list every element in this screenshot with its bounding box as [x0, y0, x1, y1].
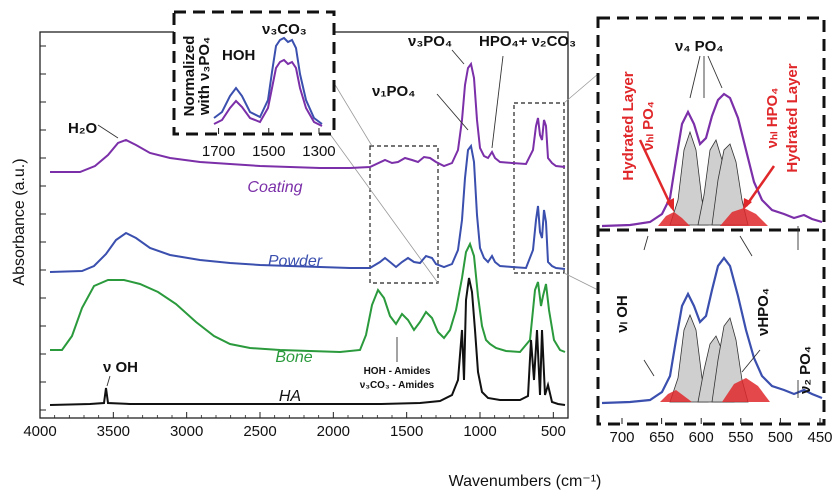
annotation-co3-amides: ν₃CO₃ - Amides [360, 380, 435, 391]
hydrated-layer-hpo4-band: νₕₗ HPO₄ [764, 88, 781, 149]
annotation-v2po4: ν₂ PO₄ [797, 346, 814, 394]
annotation-arrow [741, 349, 761, 373]
red-arrowhead [743, 198, 752, 210]
inset-x-tick-label: 1300 [302, 143, 335, 160]
inset-panel: Normalized with ν₃PO₄ HOH ν₃CO₃ 1700 1500… [172, 10, 336, 160]
main-y-axis-label: Absorbance (a.u.) [11, 158, 28, 285]
red-arrowhead [666, 198, 674, 212]
annotation-hpo4-v2co3: HPO₄+ ν₂CO₃ [479, 33, 576, 50]
right-x-ticks: 700 650 600 550 500 450 [609, 418, 833, 446]
annotation-arrow [97, 124, 119, 139]
series-label-bone: Bone [275, 349, 312, 366]
x-axis-label: Wavenumbers (cm⁻¹) [449, 473, 602, 490]
inset-ylabel-line2: with ν₃PO₄ [196, 37, 213, 116]
bottom-powder-curve [601, 256, 823, 405]
series-label-ha: HA [279, 388, 301, 405]
red-arrow [638, 139, 674, 209]
annotation-v3po4: ν₃PO₄ [408, 33, 452, 50]
inset-x-tick-label: 1700 [202, 143, 235, 160]
main-x-tick-label: 1500 [390, 423, 423, 440]
hydrated-layer-hpo4-title: Hydrated Layer [784, 63, 801, 172]
main-panel: 4000 3500 3000 2500 2000 1500 1000 500 Coating … [11, 19, 602, 490]
main-x-tick-label: 2500 [243, 423, 276, 440]
zoom-guide-line [329, 133, 439, 284]
powder-spectrum [49, 143, 566, 273]
red-arrow [744, 165, 776, 207]
bottom-red-peak [722, 378, 770, 402]
annotation-v-oh: ν OH [103, 359, 138, 376]
right-x-tick-label: 450 [807, 429, 832, 446]
bottom-red-peak [660, 390, 692, 402]
top-red-peak [720, 208, 768, 226]
inset-coating-curve [213, 58, 323, 127]
series-label-coating: Coating [247, 179, 302, 196]
main-y-ticks [40, 45, 46, 411]
inset-x-ticks: 1700 1500 1300 [202, 128, 336, 160]
inset-annotation-v3co3: ν₃CO₃ [262, 21, 307, 38]
inset-annotation-hoh: HOH [222, 47, 255, 64]
annotation-hoh-amides: HOH - Amides [364, 366, 431, 377]
annotation-arrow [491, 55, 504, 149]
inset-x-tick-label: 1500 [252, 143, 285, 160]
inset-ylabel-line1: Normalized [181, 36, 198, 117]
right-panel: ν₄ PO₄ Hydrated Layer νₕₗ PO₄ νₕₗ HPO₄ H… [596, 16, 833, 446]
main-x-tick-label: 3000 [170, 423, 203, 440]
hydrated-layer-po4-title: Hydrated Layer [620, 71, 637, 180]
top-coating-curve [601, 92, 823, 228]
right-x-tick-label: 650 [649, 429, 674, 446]
annotation-arrow [106, 375, 111, 387]
coating-spectrum [50, 61, 566, 173]
annotation-arrow [436, 93, 469, 131]
annotation-arrow [451, 49, 465, 65]
top-red-peak [658, 212, 690, 226]
annotation-v1po4: ν₁PO₄ [372, 83, 415, 100]
annotation-vl-oh: νₗ OH [614, 295, 631, 333]
series-label-powder: Powder [268, 253, 323, 270]
annotation-arrow [689, 55, 701, 99]
annotation-v4po4: ν₄ PO₄ [675, 38, 723, 55]
hydrated-layer-po4-band: νₕₗ PO₄ [640, 101, 657, 151]
main-x-tick-label: 4000 [23, 423, 56, 440]
annotation-vhpo4: νHPO₄ [755, 288, 772, 336]
amide-region-box [369, 145, 439, 284]
annotation-h2o: H₂O [68, 120, 97, 137]
annotation-arrow [707, 55, 723, 89]
main-x-ticks: 4000 3500 3000 2500 2000 1500 1000 500 [23, 412, 566, 440]
main-x-tick-label: 3500 [97, 423, 130, 440]
inset-powder-curve [213, 36, 323, 125]
po4-region-box [513, 102, 565, 274]
right-x-tick-label: 550 [728, 429, 753, 446]
zoom-guide-line [563, 73, 599, 104]
right-x-tick-label: 600 [689, 429, 714, 446]
ha-spectrum [49, 277, 566, 406]
right-x-tick-label: 700 [609, 429, 634, 446]
main-x-tick-label: 2000 [317, 423, 350, 440]
right-frame [596, 16, 826, 426]
zoom-guide-line [563, 272, 599, 291]
right-x-tick-label: 500 [768, 429, 793, 446]
main-x-tick-label: 1000 [463, 423, 496, 440]
annotation-arrow [643, 235, 649, 251]
annotation-arrow [643, 359, 655, 377]
annotation-arrow [739, 235, 753, 257]
main-x-tick-label: 500 [541, 423, 566, 440]
